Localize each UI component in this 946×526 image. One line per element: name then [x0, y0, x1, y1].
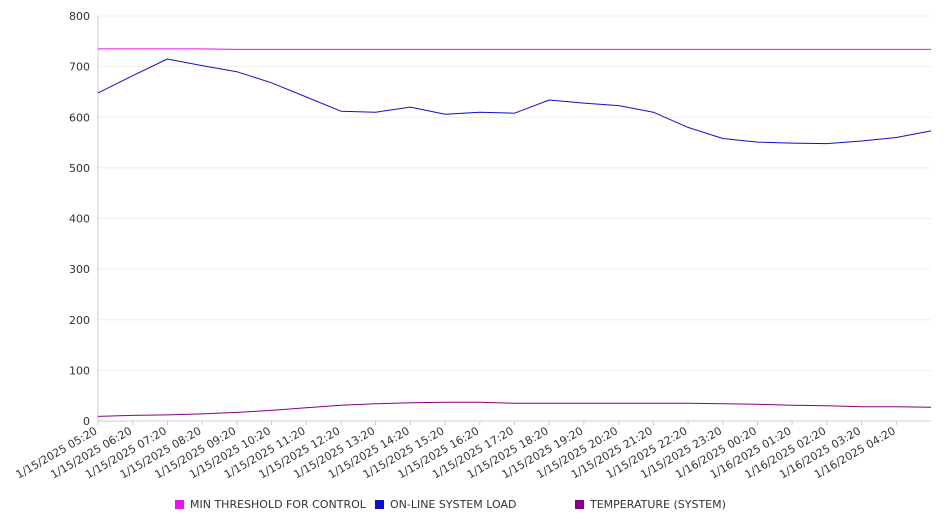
y-tick-label: 300	[69, 263, 90, 276]
gridlines	[98, 15, 931, 371]
legend-swatch-min-threshold	[175, 500, 184, 509]
legend-label-temperature: TEMPERATURE (SYSTEM)	[590, 498, 726, 511]
series-lines	[97, 48, 932, 417]
legend-swatch-online-system-load	[375, 500, 384, 509]
legend-label-online-system-load: ON-LINE SYSTEM LOAD	[390, 498, 517, 511]
y-tick-label: 100	[69, 364, 90, 377]
y-tick-label: 500	[69, 162, 90, 175]
y-tick-label: 400	[69, 213, 90, 226]
y-tick-label: 0	[83, 415, 90, 428]
legend-item-temperature: TEMPERATURE (SYSTEM)	[575, 498, 726, 511]
y-tick-label: 200	[69, 314, 90, 327]
series-line-on-line-system-load	[97, 58, 932, 145]
x-axis-ticks: 1/15/2025 05:201/15/2025 06:201/15/2025 …	[14, 421, 898, 481]
legend: MIN THRESHOLD FOR CONTROL ON-LINE SYSTEM…	[0, 498, 946, 514]
y-tick-label: 800	[69, 10, 90, 23]
series-line-temperature-system	[97, 401, 932, 417]
legend-item-min-threshold: MIN THRESHOLD FOR CONTROL	[175, 498, 366, 511]
series-line-min-threshold-for-control	[98, 48, 931, 50]
y-tick-label: 700	[69, 61, 90, 74]
legend-swatch-temperature	[575, 500, 584, 509]
legend-label-min-threshold: MIN THRESHOLD FOR CONTROL	[190, 498, 366, 511]
legend-item-online-system-load: ON-LINE SYSTEM LOAD	[375, 498, 516, 511]
y-axis-ticks: 0 100 200 300 400 500 600 700 800	[69, 10, 90, 428]
y-tick-label: 600	[69, 111, 90, 124]
